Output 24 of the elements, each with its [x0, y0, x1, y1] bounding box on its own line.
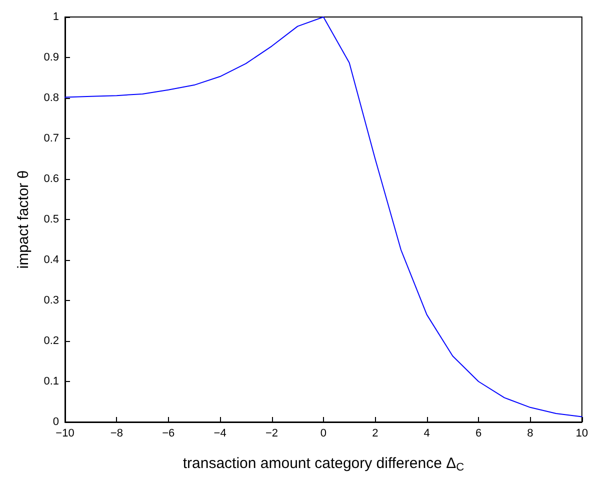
y-tick-label: 0.6 — [44, 173, 59, 185]
y-tick-label: 0.3 — [44, 294, 59, 306]
y-tick-label: 0 — [52, 416, 59, 428]
x-tick-label: −8 — [110, 428, 123, 440]
y-tick-label: 0.8 — [44, 92, 59, 104]
y-tick-label: 0.4 — [44, 254, 59, 266]
x-tick-label: −4 — [214, 428, 226, 440]
y-tick-label: 0.5 — [44, 214, 59, 226]
x-tick-label: −2 — [265, 428, 278, 440]
y-axis-title: impact factor θ — [15, 170, 32, 269]
x-tick-label: 2 — [372, 428, 378, 440]
x-tick-label: −10 — [56, 428, 74, 440]
y-tick-label: 0.1 — [44, 376, 59, 388]
x-tick-label: −6 — [162, 428, 175, 440]
x-tick-label: 6 — [475, 428, 482, 440]
x-tick-label: 0 — [320, 428, 327, 440]
x-tick-label: 10 — [576, 428, 588, 440]
line-series — [64, 16, 582, 418]
x-tick-label: 8 — [527, 428, 534, 440]
y-tick-label: 0.7 — [44, 132, 59, 144]
y-tick-label: 1 — [52, 11, 59, 23]
x-tick-label: 4 — [424, 428, 430, 440]
y-tick-label: 0.2 — [44, 335, 59, 347]
y-tick-label: 0.9 — [44, 52, 59, 64]
